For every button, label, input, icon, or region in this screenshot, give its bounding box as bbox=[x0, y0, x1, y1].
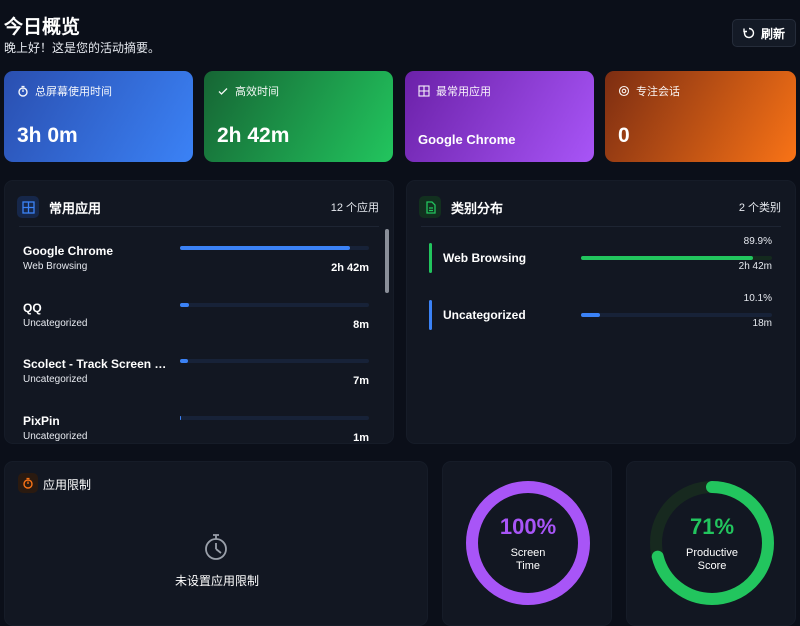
check-icon bbox=[218, 88, 228, 95]
ring-value: 71% bbox=[689, 514, 735, 539]
refresh-label: 刷新 bbox=[760, 26, 785, 41]
ring-label: Score bbox=[697, 560, 727, 572]
app-category: Uncategorized bbox=[23, 374, 88, 385]
app-list-item[interactable]: Google Chrome Web Browsing 2h 42m bbox=[23, 244, 369, 294]
app-name: Scolect - Track Screen Time bbox=[23, 357, 168, 371]
stat-label: 最常用应用 bbox=[436, 86, 491, 98]
ring-value: 100% bbox=[499, 514, 557, 539]
apps-icon bbox=[17, 196, 39, 218]
ring-card: 71% Productive Score bbox=[626, 461, 796, 626]
app-category: Web Browsing bbox=[23, 261, 88, 272]
stat-label: 专注会话 bbox=[636, 86, 680, 98]
usage-bar bbox=[180, 302, 369, 307]
scrollbar[interactable] bbox=[385, 229, 389, 293]
ring-label: Screen bbox=[510, 547, 546, 559]
app-count: 12 个应用 bbox=[330, 202, 379, 214]
frequent-apps-panel: 常用应用 12 个应用 bbox=[4, 180, 394, 444]
category-icon bbox=[419, 196, 441, 218]
apps-icon bbox=[418, 85, 430, 97]
stat-value: 2h 42m bbox=[217, 124, 290, 147]
ring-fill bbox=[650, 481, 774, 605]
usage-bar bbox=[180, 415, 369, 420]
app-name: QQ bbox=[23, 300, 42, 315]
app-category: Uncategorized bbox=[23, 317, 88, 329]
refresh-icon bbox=[743, 27, 755, 39]
page-subtitle: 晚上好！这是您的活动摘要。 bbox=[4, 41, 161, 55]
app-list-item[interactable]: Scolect - Track Screen Time Uncategorized… bbox=[23, 357, 369, 407]
stat-label: 总屏幕使用时间 bbox=[35, 86, 112, 98]
category-name: Web Browsing bbox=[443, 251, 527, 265]
empty-limits-text: 未设置应用限制 bbox=[174, 574, 259, 588]
stopwatch-icon bbox=[205, 534, 227, 560]
usage-bar bbox=[180, 246, 369, 250]
ring-label: Time bbox=[515, 560, 541, 572]
stopwatch-icon bbox=[18, 85, 28, 97]
app-time: 8m bbox=[353, 318, 369, 331]
target-icon bbox=[618, 85, 630, 97]
stat-value: 0 bbox=[618, 124, 630, 147]
stat-value: 3h 0m bbox=[17, 124, 78, 147]
category-item: Web Browsing 89.9% 2h 42m bbox=[429, 236, 772, 277]
stat-value: Google Chrome bbox=[418, 132, 516, 147]
category-time: 18m bbox=[752, 318, 772, 329]
app-list-item[interactable]: QQ Uncategorized 8m bbox=[23, 301, 369, 351]
stat-card: 专注会话 0 bbox=[605, 71, 796, 162]
category-name: Uncategorized bbox=[443, 308, 526, 322]
category-time: 2h 42m bbox=[738, 261, 772, 272]
app-category: Uncategorized bbox=[23, 430, 88, 442]
stat-card: 最常用应用 Google Chrome bbox=[405, 71, 594, 162]
divider bbox=[421, 226, 781, 227]
category-bar bbox=[581, 256, 772, 260]
category-percent: 10.1% bbox=[743, 293, 772, 304]
progress-ring bbox=[466, 481, 590, 605]
ring-card: 100% Screen Time bbox=[442, 461, 612, 626]
ring-label: Productive bbox=[686, 547, 738, 559]
category-count: 2 个类别 bbox=[738, 202, 781, 214]
category-bar bbox=[581, 313, 772, 317]
app-name: Google Chrome bbox=[23, 244, 114, 258]
page-title: 今日概览 bbox=[4, 17, 81, 38]
ring-fill bbox=[466, 481, 590, 605]
app-time: 2h 42m bbox=[331, 262, 369, 274]
stat-card: 总屏幕使用时间 3h 0m bbox=[4, 71, 193, 162]
stat-label: 高效时间 bbox=[235, 86, 279, 98]
category-panel: 类别分布 2 个类别 bbox=[406, 180, 796, 444]
app-list-item[interactable]: PixPin Uncategorized 1m bbox=[23, 414, 369, 464]
stat-card: 高效时间 2h 42m bbox=[204, 71, 393, 162]
refresh-button[interactable]: 刷新 bbox=[732, 19, 796, 47]
progress-ring bbox=[650, 481, 774, 605]
panel-title: 类别分布 bbox=[451, 200, 504, 216]
panel-title: 应用限制 bbox=[43, 478, 92, 492]
app-limits-panel: 应用限制 未设置应用限制 bbox=[4, 461, 428, 626]
panel-title: 常用应用 bbox=[49, 200, 102, 216]
category-item: Uncategorized 10.1% 18m bbox=[429, 293, 772, 334]
app-time: 1m bbox=[353, 431, 369, 444]
app-time: 7m bbox=[353, 375, 369, 387]
usage-bar bbox=[180, 359, 369, 363]
timer-icon bbox=[18, 473, 38, 493]
app-name: PixPin bbox=[23, 413, 60, 428]
category-percent: 89.9% bbox=[743, 236, 772, 247]
divider bbox=[19, 226, 379, 227]
